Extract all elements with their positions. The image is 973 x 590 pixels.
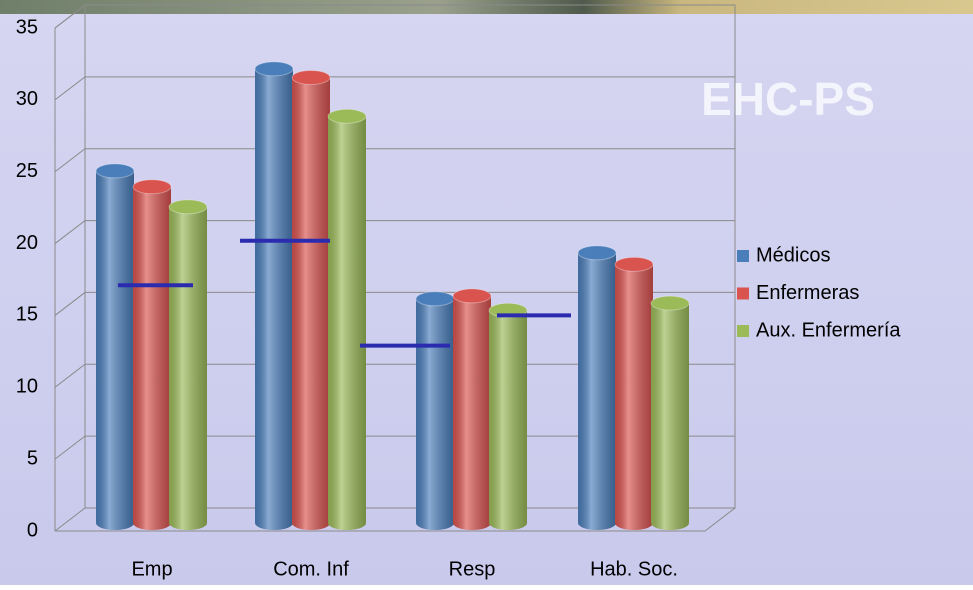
y-tick-label: 10 [16,376,38,398]
bar-cap [650,295,690,311]
bar-cap [614,256,654,272]
bar-shade [292,77,330,530]
bar-cap [415,291,455,307]
y-tick-label: 25 [16,160,38,182]
y-tick-label: 35 [16,16,38,38]
bar-shade [651,303,689,530]
bar-shade [328,116,366,530]
legend-label: Médicos [756,244,830,266]
legend-swatch [737,250,749,262]
bar-cap [452,288,492,304]
legend-label: Enfermeras [756,282,859,304]
bar-shade [255,68,293,530]
x-tick-label: Com. Inf [273,558,349,580]
bar-shade [133,186,171,531]
bar-shade [489,310,527,530]
bar-cap [132,179,172,195]
bar-shade [453,295,491,530]
grid-line [54,220,735,244]
y-tick-label: 0 [27,519,38,541]
legend-swatch [737,325,749,337]
bar-cap [327,108,367,124]
legend-label: Aux. Enfermería [756,319,901,341]
floor [55,507,736,532]
banner [0,0,973,14]
y-tick-label: 5 [27,447,38,469]
grid-line [54,76,735,101]
x-tick-label: Resp [449,558,496,580]
bar-cap [577,245,617,261]
bar-cap [168,199,208,215]
y-tick-label: 15 [16,304,38,326]
bar-shade [169,206,207,531]
x-tick-label: Emp [131,558,172,580]
bar-cap [254,61,294,77]
bar-cap [95,163,135,179]
grid-line [54,4,735,29]
bar-cap [291,69,331,85]
bar-shade [96,170,134,530]
grid-line [54,291,735,316]
y-tick-label: 20 [16,232,38,254]
annotation: EHC-PS [701,73,875,125]
x-tick-label: Hab. Soc. [590,558,678,580]
grid-line [54,148,735,173]
legend-swatch [737,287,749,300]
bar-shade [416,298,454,530]
plot-area: 0 5 10 15 20 25 30 35 Emp Com. Inf Resp Hab. Soc. Mé… [16,4,901,580]
bar-shade [578,252,616,530]
bar-shade [615,264,653,530]
y-tick-label: 30 [16,88,38,110]
